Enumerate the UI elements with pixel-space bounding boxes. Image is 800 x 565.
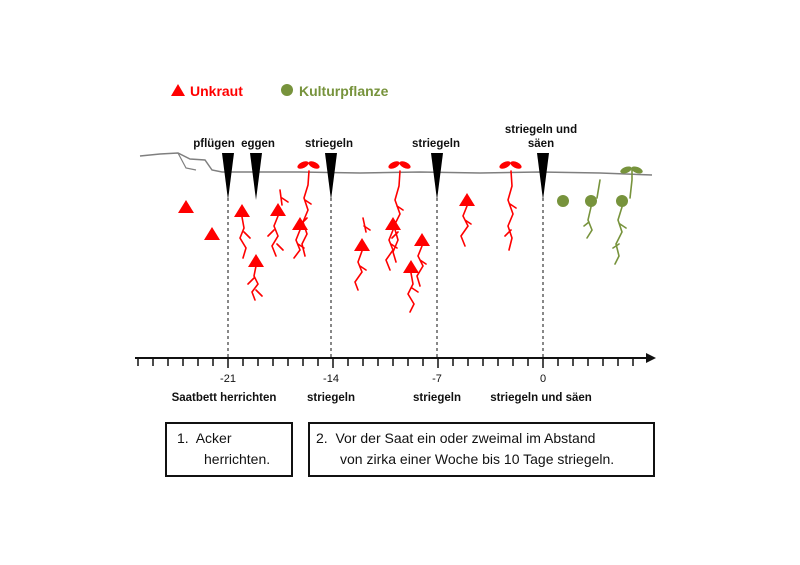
crop-seed-icon bbox=[616, 195, 628, 207]
caption-striegeln-saeen: striegeln und säen bbox=[490, 392, 592, 404]
weed-root bbox=[247, 265, 263, 301]
weed-roots bbox=[239, 170, 517, 313]
weed-root bbox=[267, 215, 284, 257]
step-box-2: 2. Vor der Saat ein oder zweimal im Abst… bbox=[308, 422, 655, 477]
weed-triangle-icon bbox=[234, 204, 250, 217]
label-striegeln-saeen-2: säen bbox=[528, 138, 554, 150]
tick-label-0: 0 bbox=[540, 373, 546, 385]
tool-tine-0-icon bbox=[537, 153, 549, 200]
crop-shoot bbox=[596, 179, 601, 199]
crop-leaf bbox=[620, 166, 632, 174]
timeline-ticks bbox=[137, 358, 634, 368]
green-dot-icon bbox=[281, 84, 293, 96]
weed-root bbox=[460, 205, 472, 247]
weed-leaf bbox=[297, 161, 309, 169]
weed-leaf bbox=[399, 161, 411, 169]
red-triangle-icon bbox=[171, 84, 185, 96]
step-1-number: 1. bbox=[177, 430, 189, 446]
weed-sprouts bbox=[297, 161, 522, 169]
weed-root bbox=[279, 189, 289, 206]
weed-triangles bbox=[178, 193, 475, 273]
tool-harrow-icon bbox=[250, 153, 262, 200]
crop-seed-icon bbox=[585, 195, 597, 207]
weed-leaf bbox=[388, 161, 400, 169]
weed-root bbox=[239, 216, 251, 259]
weed-root bbox=[362, 217, 371, 233]
weed-leaf bbox=[308, 161, 320, 169]
weed-triangle-icon bbox=[270, 203, 286, 216]
crop-root bbox=[583, 206, 593, 239]
weed-triangle-icon bbox=[403, 260, 419, 273]
label-pfluegen: pflügen bbox=[193, 138, 235, 150]
crop-shoot bbox=[629, 169, 633, 199]
legend-weed-label: Unkraut bbox=[190, 83, 243, 99]
tick-label-21: -21 bbox=[220, 373, 236, 385]
crop-root bbox=[612, 206, 627, 265]
crop-plants bbox=[557, 166, 643, 265]
step-box-1: 1. Acker herrichten. bbox=[165, 422, 293, 477]
crop-seed-icon bbox=[557, 195, 569, 207]
soil-clod bbox=[177, 152, 197, 171]
step-2-line1: Vor der Saat ein oder zweimal im Abstand bbox=[335, 430, 596, 446]
step-1-line2: herrichten. bbox=[204, 451, 271, 467]
weed-root bbox=[416, 245, 427, 287]
soil-surface-line bbox=[139, 152, 653, 176]
weed-root bbox=[354, 250, 367, 291]
label-striegeln-1: striegeln bbox=[305, 138, 353, 150]
weed-triangle-icon bbox=[204, 227, 220, 240]
tick-label-7: -7 bbox=[432, 373, 442, 385]
weed-root bbox=[407, 272, 419, 313]
caption-striegeln-1: striegeln bbox=[307, 392, 355, 404]
caption-striegeln-2: striegeln bbox=[413, 392, 461, 404]
label-eggen: eggen bbox=[241, 138, 275, 150]
weed-leaf bbox=[510, 161, 522, 169]
step-2-number: 2. bbox=[316, 430, 328, 446]
weed-seedling-stem bbox=[504, 170, 517, 251]
tool-tine-14-icon bbox=[325, 153, 337, 200]
timeline-arrow-icon bbox=[646, 353, 656, 363]
step-1-line1: Acker bbox=[195, 430, 232, 446]
weed-root bbox=[385, 229, 398, 271]
weed-triangle-icon bbox=[354, 238, 370, 251]
weed-triangle-icon bbox=[178, 200, 194, 213]
tool-plough-icon bbox=[222, 153, 234, 200]
label-striegeln-2: striegeln bbox=[412, 138, 460, 150]
weed-leaf bbox=[499, 161, 511, 169]
step-2-line2: von zirka einer Woche bis 10 Tage strieg… bbox=[340, 451, 615, 467]
label-striegeln-saeen-1: striegeln und bbox=[505, 124, 577, 136]
weed-seedling-stem bbox=[300, 170, 312, 257]
tool-tine-7-icon bbox=[431, 153, 443, 200]
weed-triangle-icon bbox=[385, 217, 401, 230]
legend-crop-label: Kulturpflanze bbox=[299, 83, 389, 99]
weed-triangle-icon bbox=[248, 254, 264, 267]
weed-triangle-icon bbox=[414, 233, 430, 246]
crop-leaf bbox=[631, 166, 643, 174]
weed-triangle-icon bbox=[459, 193, 475, 206]
caption-saatbett: Saatbett herrichten bbox=[172, 392, 277, 404]
weed-seedling-stem bbox=[391, 170, 404, 263]
tick-label-14: -14 bbox=[323, 373, 339, 385]
